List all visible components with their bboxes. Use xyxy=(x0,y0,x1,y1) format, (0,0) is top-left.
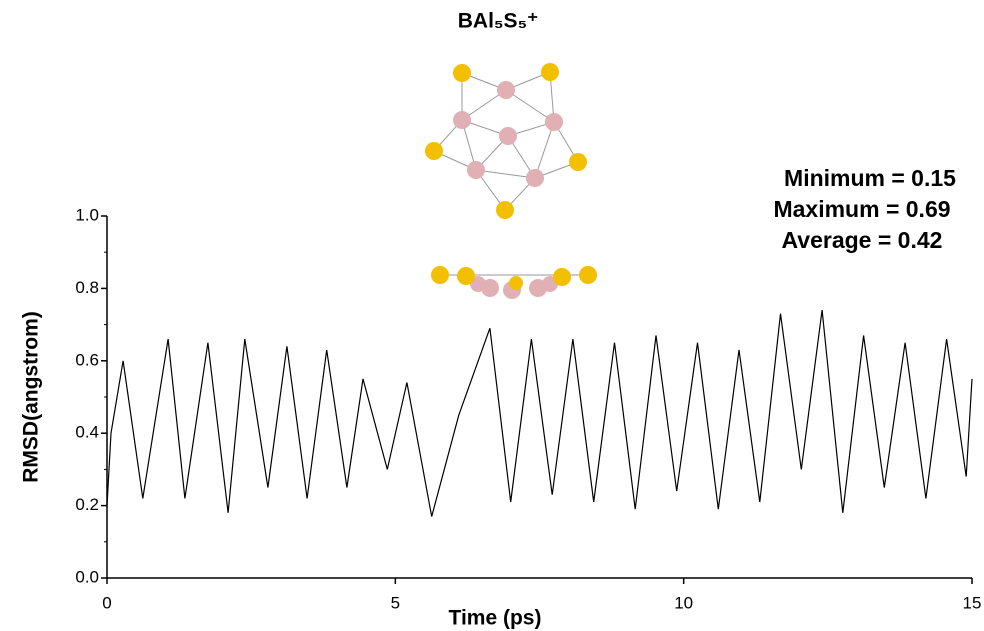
y-tick-label: 0.8 xyxy=(75,278,99,297)
x-axis-label: Time (ps) xyxy=(449,607,542,630)
annotation: Minimum = 0.15 xyxy=(784,165,956,191)
y-axis-label: RMSD(angstrom) xyxy=(20,311,43,483)
y-tick-label: 1.0 xyxy=(75,205,99,224)
x-tick-label: 5 xyxy=(391,593,400,612)
y-tick-label: 0.2 xyxy=(75,495,99,514)
annotation: Maximum = 0.69 xyxy=(773,196,950,222)
chart-title: BAl₅S₅⁺ xyxy=(458,10,539,33)
x-tick-label: 15 xyxy=(963,593,982,612)
x-tick-label: 10 xyxy=(674,593,693,612)
annotation: Average = 0.42 xyxy=(782,227,943,253)
molecule-side-view xyxy=(431,266,597,299)
x-tick-label: 0 xyxy=(102,593,111,612)
y-tick-label: 0.6 xyxy=(75,350,99,369)
y-tick-label: 0.0 xyxy=(75,567,99,586)
data-line xyxy=(106,310,973,517)
molecule-top-view xyxy=(425,63,587,219)
y-tick-label: 0.4 xyxy=(75,423,99,442)
